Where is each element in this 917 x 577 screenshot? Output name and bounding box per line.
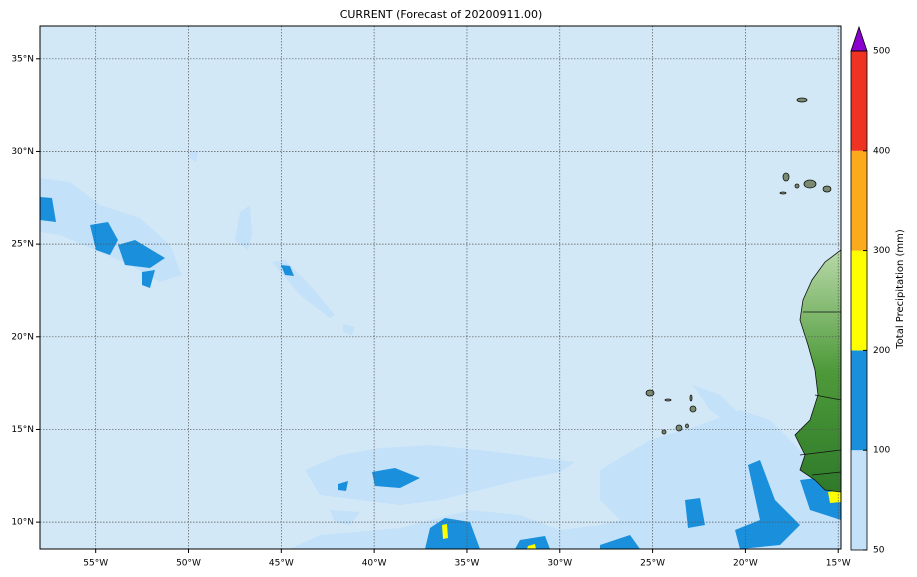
colorbar: 50 100 200 300 400 500 [850, 25, 890, 556]
colorbar-tick-label: 400 [873, 146, 890, 156]
x-tick-label: 55°W [83, 559, 108, 569]
rain-area [527, 544, 536, 549]
colorbar-extend [850, 25, 868, 52]
coastline [794, 249, 841, 493]
x-tick-label: 40°W [362, 559, 387, 569]
rain-area [189, 150, 198, 162]
rain-area [142, 270, 155, 288]
rain-area [693, 385, 740, 425]
rain-area [118, 240, 165, 268]
colorbar-tick-label: 50 [873, 546, 885, 556]
rain-area [305, 445, 575, 505]
x-tick-label: 15°W [826, 559, 851, 569]
colorbar-tick-label: 200 [873, 346, 890, 356]
y-tick-label: 15°N [11, 425, 34, 435]
colorbar-segment [851, 51, 867, 151]
rain-area [40, 197, 56, 222]
rain-area [425, 518, 480, 549]
x-tick-label: 25°W [640, 559, 665, 569]
rain-area [828, 490, 841, 503]
plot-frame [39, 25, 842, 550]
colorbar-tick-label: 500 [873, 47, 890, 57]
precip-field [40, 97, 841, 549]
colorbar-label: Total Precipitation (mm) [895, 229, 906, 350]
colorbar-segment [851, 250, 867, 351]
x-tick-label: 35°W [455, 559, 480, 569]
rain-area [442, 524, 448, 539]
y-tick-label: 25°N [11, 240, 34, 250]
x-tick-label: 45°W [269, 559, 294, 569]
rain-area [343, 324, 355, 335]
colorbar-tick-label: 100 [873, 446, 890, 456]
rain-area [372, 468, 420, 488]
africa-land [795, 250, 841, 492]
islands [645, 97, 832, 435]
y-tick-label: 20°N [11, 332, 34, 342]
rain-area [515, 536, 550, 549]
border [799, 311, 841, 476]
y-tick-label: 35°N [11, 54, 34, 64]
rain-area [90, 222, 118, 255]
rain-area [281, 265, 294, 276]
colorbar-frame [850, 50, 868, 551]
colorbar-segment [851, 150, 867, 251]
rain-area [600, 535, 640, 549]
colorbar-tick-label: 300 [873, 246, 890, 256]
x-tick-label: 50°W [176, 559, 201, 569]
rain-area [330, 510, 360, 525]
y-tick-label: 10°N [11, 518, 34, 528]
y-tick-label: 30°N [11, 147, 34, 157]
rain-area [735, 460, 800, 549]
rain-area [685, 498, 705, 528]
graticule: 55°W 50°W 45°W 40°W 35°W 30°W 25°W 20°W 15°W 10°N… [11, 26, 851, 569]
x-tick-label: 20°W [733, 559, 758, 569]
colorbar-segment [851, 450, 867, 550]
colorbar-segment [851, 350, 867, 451]
rain-area [235, 205, 252, 250]
x-tick-label: 30°W [547, 559, 572, 569]
map-title: CURRENT (Forecast of 20200911.00) [340, 8, 543, 21]
rain-area [338, 481, 348, 491]
